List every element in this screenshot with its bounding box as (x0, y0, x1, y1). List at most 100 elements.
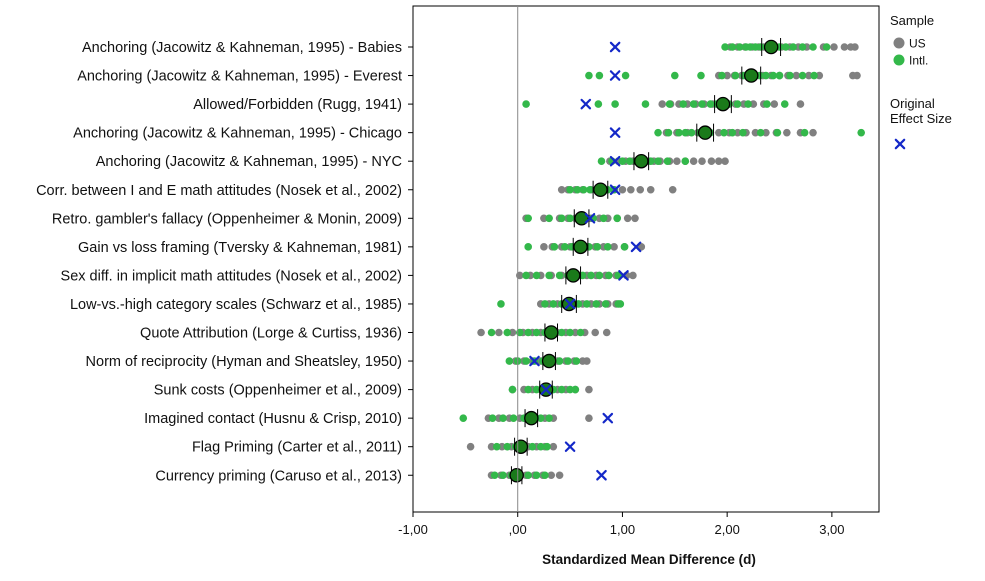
intl-sample-point (756, 43, 765, 51)
intl-sample-point (697, 71, 705, 80)
intl-sample-point (576, 328, 585, 337)
us-sample-point (477, 328, 485, 337)
intl-sample-point (541, 300, 549, 308)
us-sample-point (585, 385, 593, 394)
effect-row: Anchoring (Jacowitz & Kahneman, 1995) - … (96, 152, 729, 171)
effect-row: Sex diff. in implicit math attitudes (No… (61, 266, 637, 285)
mean-effect-point (543, 325, 559, 340)
original-effect-marker (602, 412, 614, 424)
intl-sample-point (665, 100, 674, 108)
effect-row: Flag Priming (Carter et al., 2011) (192, 437, 576, 456)
y-tick-label: Anchoring (Jacowitz & Kahneman, 1995) - … (73, 126, 402, 142)
intl-sample-point (459, 414, 468, 422)
us-sample-point (540, 214, 548, 223)
us-sample-point (840, 43, 849, 51)
intl-sample-point (492, 442, 501, 451)
intl-sample-point (592, 300, 601, 308)
intl-sample-point (721, 43, 729, 51)
us-sample-point (540, 243, 548, 251)
original-effect-marker (618, 270, 629, 281)
intl-sample-point (499, 414, 507, 422)
intl-sample-point (571, 385, 580, 394)
intl-sample-point (499, 471, 507, 480)
intl-sample-point (689, 100, 698, 108)
intl-sample-point (566, 214, 574, 223)
intl-sample-point (532, 271, 541, 280)
intl-sample-point (762, 71, 770, 80)
mean-effect-point (743, 68, 759, 83)
effect-row: Quote Attribution (Lorge & Curtiss, 1936… (140, 323, 611, 342)
intl-sample-point (524, 471, 532, 480)
intl-sample-point (782, 43, 790, 51)
intl-sample-point (681, 157, 690, 165)
us-sample-point (549, 442, 558, 451)
intl-sample-point (786, 71, 794, 80)
us-sample-point (714, 157, 723, 165)
intl-sample-point (545, 214, 553, 223)
intl-sample-point (522, 271, 530, 280)
us-sample-point (689, 157, 698, 165)
effect-row: Sunk costs (Oppenheimer et al., 2009) (154, 380, 593, 399)
intl-sample-point (522, 357, 530, 365)
intl-sample-point (586, 185, 594, 194)
effect-row: Norm of reciprocity (Hyman and Sheatsley… (86, 352, 591, 371)
us-sample-point (547, 471, 556, 480)
intl-sample-point (735, 43, 744, 51)
original-effect-marker-stroke-b (564, 441, 576, 452)
y-tick-label: Imagined contact (Husnu & Crisp, 2010) (144, 411, 402, 427)
mean-effect-point (593, 182, 608, 197)
intl-sample-point (524, 214, 532, 223)
mean-effect-point (509, 467, 524, 483)
intl-sample-point (756, 128, 765, 137)
us-sample-point (508, 328, 517, 337)
legend-title-original-line1: Original (890, 96, 935, 111)
intl-sample-point (594, 100, 603, 108)
intl-sample-point (555, 357, 564, 365)
intl-sample-point (654, 128, 662, 137)
original-effect-marker (540, 384, 552, 395)
us-sample-point (733, 128, 742, 137)
intl-sample-point (810, 71, 818, 80)
original-effect-marker (630, 241, 642, 253)
intl-sample-point (618, 157, 627, 165)
y-tick-label: Allowed/Forbidden (Rugg, 1941) (193, 97, 402, 113)
intl-sample-point (488, 414, 497, 422)
effect-row: Gain vs loss framing (Tversky & Kahneman… (78, 237, 646, 256)
us-sample-point (805, 71, 813, 80)
y-tick-label: Sunk costs (Oppenheimer et al., 2009) (154, 383, 402, 399)
us-sample-point (796, 100, 805, 108)
intl-sample-point (595, 271, 604, 280)
intl-sample-point (605, 271, 613, 280)
us-sample-point (636, 185, 645, 194)
intl-sample-point (681, 128, 690, 137)
y-tick-label: Currency priming (Caruso et al., 2013) (155, 468, 402, 484)
us-sample-point (792, 71, 801, 80)
original-effect-marker-stroke-b (630, 241, 642, 253)
mean-effect-point (565, 268, 581, 283)
intl-sample-point (654, 157, 662, 165)
intl-sample-point (822, 43, 831, 51)
intl-sample-point (731, 71, 740, 80)
intl-sample-point (595, 71, 604, 80)
us-sample-point (749, 100, 758, 108)
intl-sample-point (508, 385, 517, 394)
intl-sample-point (798, 43, 807, 51)
intl-sample-point (503, 442, 512, 451)
intl-sample-point (583, 300, 591, 308)
intl-sample-point (675, 128, 683, 137)
intl-sample-point (857, 128, 865, 137)
us-sample-point (591, 328, 600, 337)
intl-sample-point (509, 414, 518, 422)
us-sample-point (751, 128, 760, 137)
intl-sample-point (773, 128, 782, 137)
intl-sample-point (720, 128, 728, 137)
intl-sample-point (522, 100, 530, 108)
us-sample-point (627, 185, 635, 194)
us-sample-point (585, 414, 593, 422)
us-sample-point (495, 328, 503, 337)
intl-sample-point (746, 43, 754, 51)
us-sample-point (673, 157, 681, 165)
mean-effect-point (513, 439, 529, 454)
effect-row: Retro. gambler's fallacy (Oppenheimer & … (52, 209, 639, 228)
